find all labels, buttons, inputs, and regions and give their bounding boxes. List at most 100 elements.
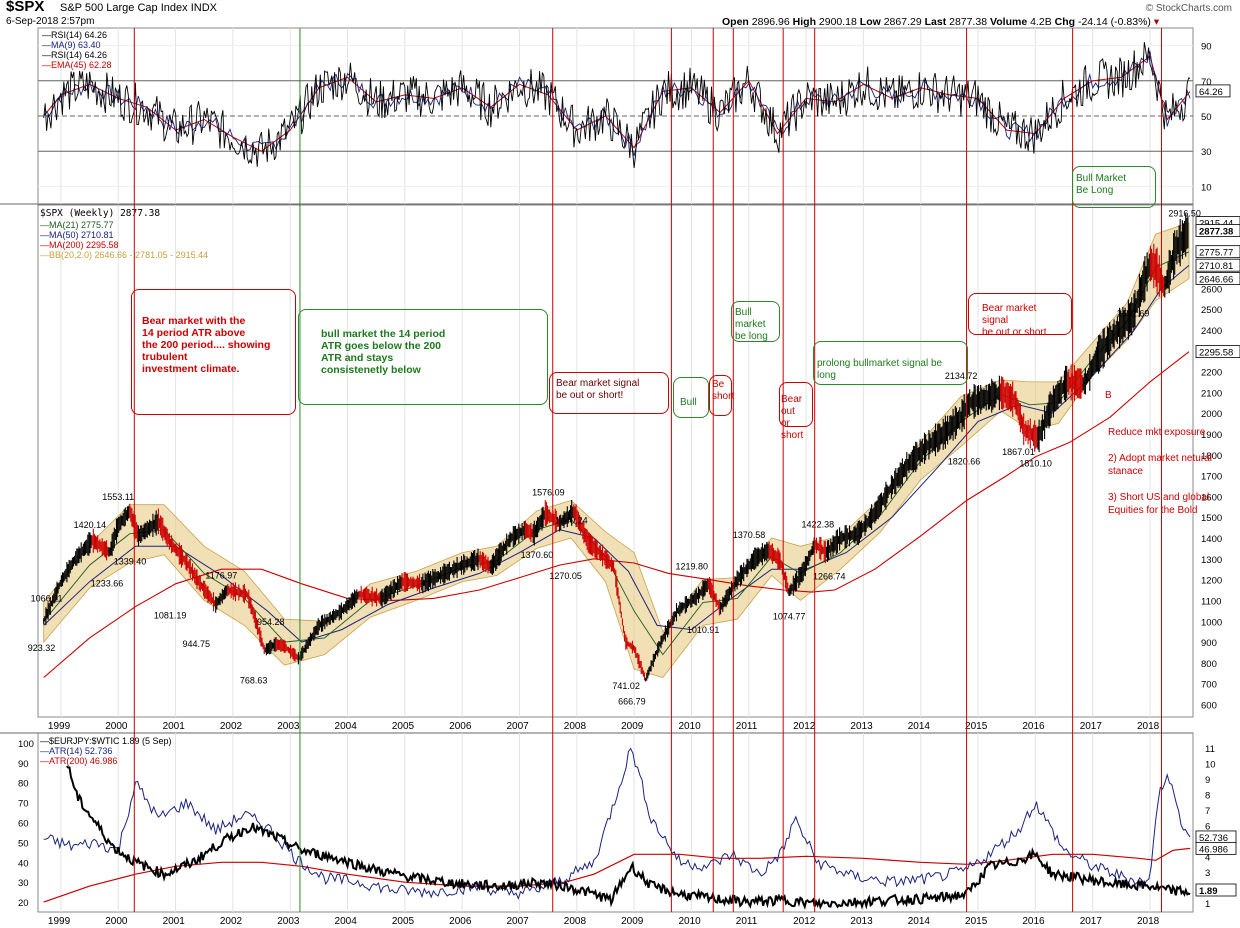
rsi-legend-entry: —MA(9) 63.40 — [42, 40, 101, 50]
price-value-tag-text: 2915.44 — [1199, 219, 1233, 230]
x-tick-label-year: 2017 — [1080, 721, 1103, 732]
high-label: High — [792, 16, 816, 28]
ratio-y-tick-label: 7 — [1205, 806, 1210, 817]
price-point-label: 944.75 — [182, 639, 210, 649]
rsi-line — [43, 42, 1191, 169]
quote-date: 6-Sep-2018 2:57pm — [6, 16, 95, 27]
price-y-tick-label: 700 — [1201, 680, 1217, 691]
rsi-legend-entry: —RSI(14) 64.26 — [42, 50, 107, 60]
symbol: $SPX — [6, 0, 45, 15]
note-bear-2000: Bear market with the 14 period ATR above… — [131, 289, 296, 415]
eurjpy-wtic-line — [66, 765, 1191, 910]
note-short-equities: 3) Short US and global Equities for the … — [1108, 492, 1210, 516]
x-tick-label-year: 2010 — [678, 721, 701, 732]
price-y-tick-label: 800 — [1201, 659, 1217, 670]
price-legend-entry: —MA(21) 2775.77 — [40, 220, 114, 230]
x-tick-label-year: 2004 — [335, 916, 358, 927]
price-point-label: 1820.66 — [948, 456, 981, 466]
x-tick-label-year: 2015 — [965, 916, 988, 927]
x-tick-label-year: 2015 — [965, 721, 988, 732]
x-tick-label-year: 2007 — [506, 916, 529, 927]
x-tick-label-year: 2011 — [736, 916, 758, 927]
price-value-tag — [1195, 245, 1240, 259]
price-point-label: 2134.72 — [945, 371, 978, 381]
ma50-line — [43, 265, 1190, 643]
price-y-tick-label: 2500 — [1201, 305, 1222, 316]
atr-y-tick-label: 50 — [18, 838, 29, 849]
price-value-tag-text: 2775.77 — [1199, 248, 1233, 259]
rsi-y-tick-label: 90 — [1201, 42, 1212, 53]
price-point-label: 1440.24 — [555, 516, 588, 526]
x-tick-label-year: 2013 — [850, 721, 873, 732]
x-tick-label-year: 2013 — [850, 916, 873, 927]
price-point-label: 666.79 — [618, 697, 646, 707]
price-y-tick-label: 1100 — [1201, 596, 1221, 607]
volume-value: 4.2B — [1030, 16, 1052, 28]
x-tick-label-year: 2008 — [564, 721, 587, 732]
x-tick-label-year: 2001 — [163, 916, 186, 927]
low-label: Low — [859, 16, 881, 28]
price-value-tag — [1195, 224, 1240, 237]
price-point-label: 1420.14 — [74, 520, 107, 530]
price-y-tick-label: 1400 — [1201, 534, 1222, 545]
price-y-tick-label: 2100 — [1201, 388, 1222, 399]
price-y-tick-label: 1300 — [1201, 555, 1222, 566]
rsi-y-tick-label: 10 — [1201, 182, 1212, 193]
price-point-label: 1081.19 — [154, 610, 187, 620]
atr-y-tick-label: 80 — [18, 779, 29, 790]
high-value: 2900.18 — [818, 16, 857, 28]
x-tick-label-year: 2009 — [621, 916, 644, 927]
x-tick-label-year: 2006 — [449, 916, 472, 927]
atr-value-tag-text: 52.736 — [1199, 833, 1228, 844]
price-legend-entry: —MA(50) 2710.81 — [40, 230, 114, 240]
atr14-line — [43, 747, 1191, 900]
ratio-y-tick-label: 1 — [1205, 899, 1210, 910]
x-tick-label-year: 2004 — [335, 721, 358, 732]
ratio-y-tick-label: 9 — [1205, 775, 1210, 786]
x-tick-label-year: 2008 — [564, 916, 587, 927]
rsi-ema45-line — [43, 55, 1191, 152]
rsi-ma9-line — [43, 51, 1191, 157]
open-value: 2896.96 — [751, 16, 790, 28]
price-point-label: 1266.74 — [813, 572, 846, 582]
ma200-line — [43, 351, 1190, 678]
rsi-legend-entry: —EMA(45) 62.28 — [42, 60, 112, 70]
x-tick-label-year: 2011 — [736, 721, 758, 732]
note-reduce-exposure: Reduce mkt exposure — [1108, 427, 1206, 438]
volume-label: Volume — [990, 16, 1028, 28]
price-y-tick-label: 2600 — [1201, 284, 1222, 295]
x-tick-label-year: 2016 — [1022, 916, 1045, 927]
x-tick-label-year: 2005 — [392, 916, 415, 927]
x-tick-label-year: 1999 — [48, 721, 71, 732]
price-y-tick-label: 2200 — [1201, 368, 1222, 379]
price-legend-entry: —BB(20,2.0) 2646.66 - 2781.05 - 2915.44 — [40, 250, 208, 260]
price-y-tick-label: 1800 — [1201, 451, 1222, 462]
atr-value-tag-text: 46.986 — [1199, 844, 1228, 855]
price-point-label: 1810.10 — [1019, 459, 1052, 469]
price-value-tag-text: 2710.81 — [1199, 261, 1233, 272]
brand: © StockCharts.com — [1145, 3, 1232, 14]
price-point-label: 1010.91 — [687, 625, 720, 635]
x-tick-label-year: 2002 — [220, 721, 243, 732]
price-y-tick-label: 600 — [1201, 701, 1217, 712]
ratio-y-tick-label: 4 — [1205, 853, 1210, 864]
atr-value-tag — [1195, 841, 1237, 855]
price-point-label: 2532.69 — [1117, 308, 1150, 318]
x-tick-label-year: 2010 — [678, 916, 701, 927]
atr-value-tag — [1195, 883, 1237, 897]
price-point-label: 954.28 — [257, 617, 285, 627]
note-market-neutral: 2) Adopt market netural stanace — [1108, 453, 1212, 477]
price-y-tick-label: 900 — [1201, 638, 1217, 649]
price-panel-title: $SPX (Weekly) 2877.38 — [40, 208, 160, 219]
rsi-current-value: 64.26 — [1199, 87, 1223, 98]
x-tick-label-year: 2006 — [449, 721, 472, 732]
note-short-2010: Be short — [709, 375, 734, 416]
low-value: 2867.29 — [883, 16, 922, 28]
last-label: Last — [924, 16, 947, 28]
security-name: S&P 500 Large Cap Index INDX — [60, 2, 217, 14]
x-tick-label-year: 2007 — [506, 721, 529, 732]
price-panel-frame — [37, 204, 1194, 718]
ratio-y-tick-label: 3 — [1205, 868, 1210, 879]
note-bull-2010: Bull market be long — [731, 301, 780, 342]
price-point-label: 1219.80 — [675, 562, 708, 572]
